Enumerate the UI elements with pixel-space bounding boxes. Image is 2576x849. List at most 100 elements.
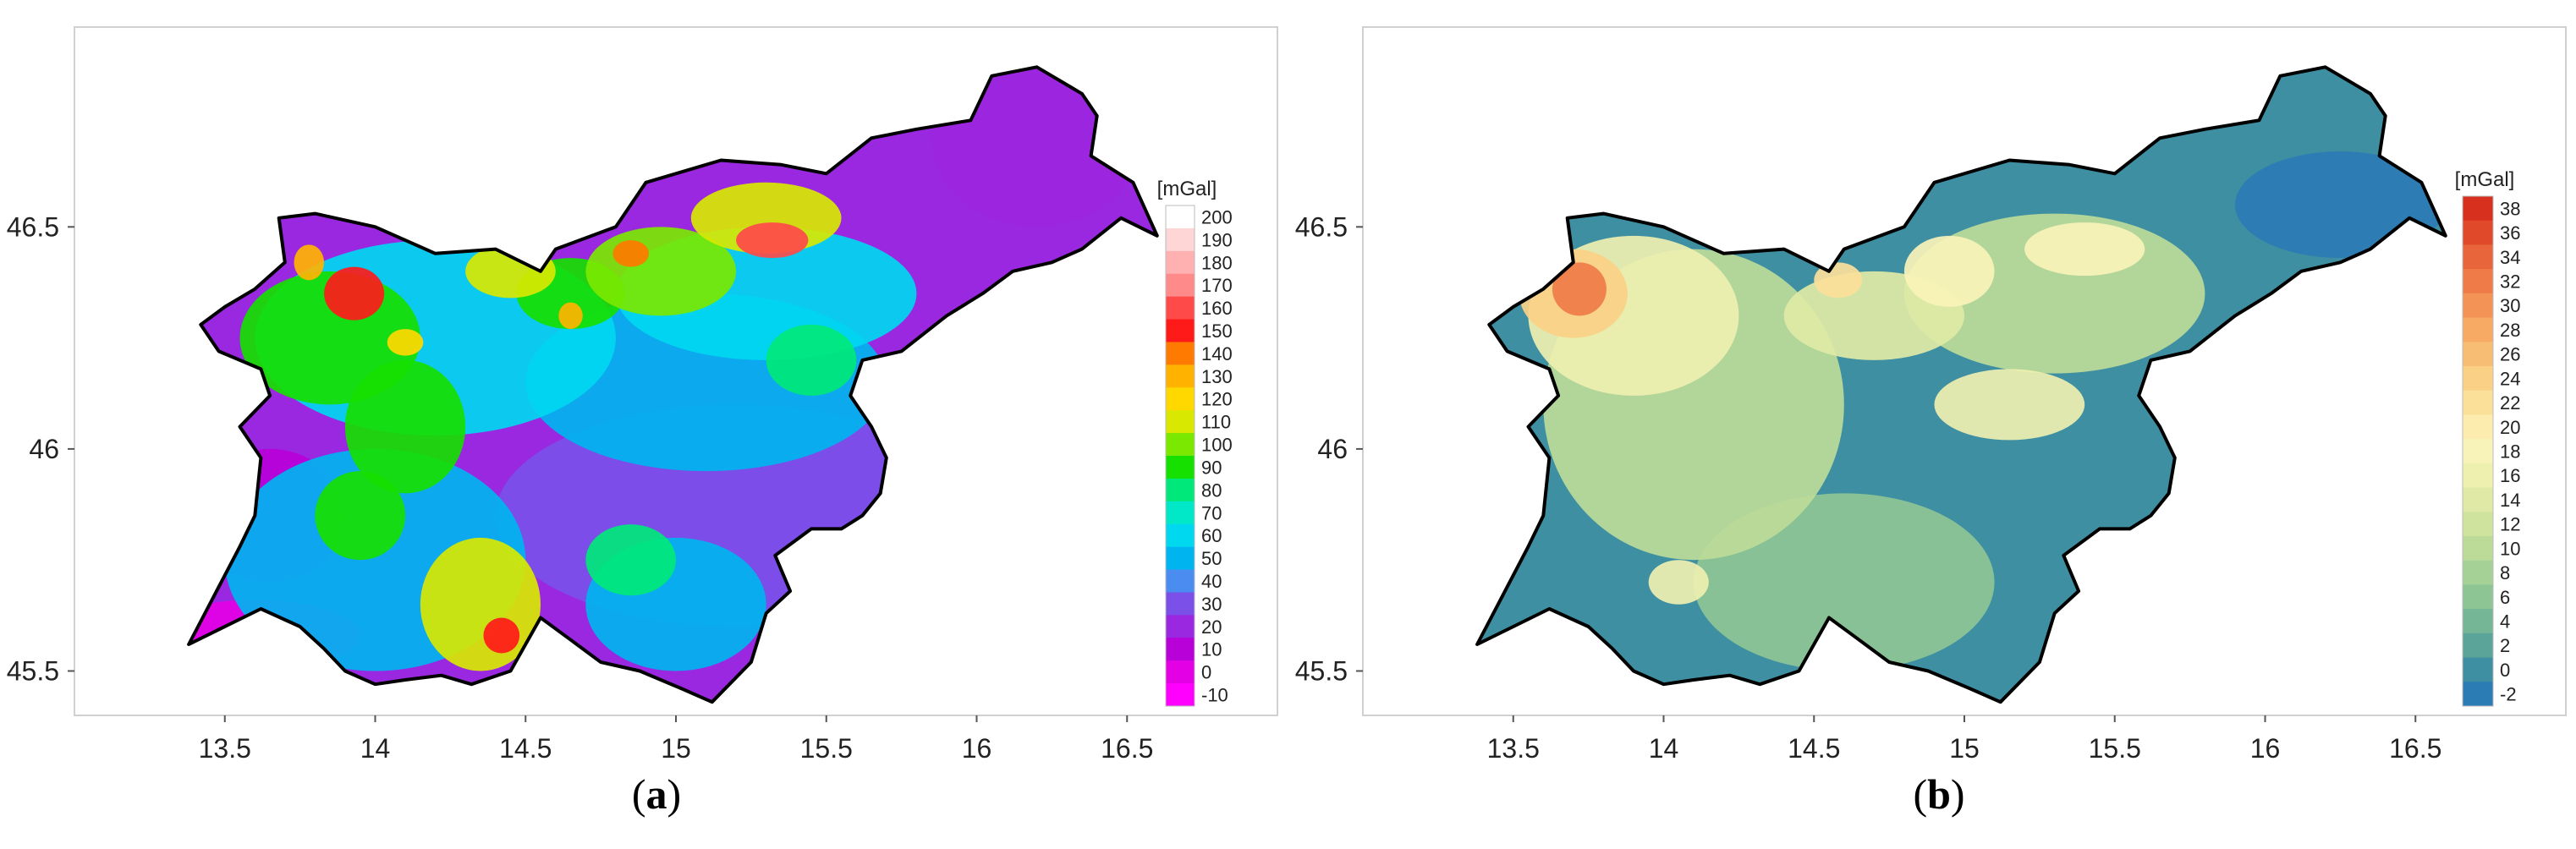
panel-a: 13.5 14 14.5 15 15.5 16 16.5 46.5 46 45.5 [mGal] 20…: [7, 26, 1278, 818]
colorbar-swatch: [1166, 250, 1195, 275]
colorbar-tick-label: 160: [1201, 298, 1233, 319]
field-contour: [344, 359, 466, 494]
field-contour: [294, 244, 325, 281]
field-layer: [189, 67, 1157, 703]
x-tick-label: 14.5: [499, 733, 552, 764]
y-tick-label: 46: [1317, 434, 1348, 464]
colorbar-tick-label: -2: [2500, 684, 2517, 705]
colorbar-tick-label: 14: [2500, 490, 2520, 511]
colorbar-swatch: [1166, 501, 1195, 525]
x-tick-label: 14.5: [1788, 733, 1840, 764]
y-tick-label: 45.5: [7, 655, 59, 686]
caption-letter-b: b: [1927, 770, 1951, 818]
field-contour: [736, 222, 809, 259]
x-tick-label: 16.5: [1101, 733, 1153, 764]
colorbar-tick-label: 16: [2500, 465, 2520, 486]
colorbar-tick-label: 140: [1201, 343, 1233, 364]
colorbar-tick-label: 120: [1201, 389, 1233, 410]
colorbar-tick-label: 6: [2500, 587, 2510, 608]
field-contour: [1552, 262, 1607, 316]
colorbar-tick-label: 24: [2500, 368, 2520, 389]
colorbar-swatch: [2463, 560, 2493, 585]
field-contour: [558, 302, 583, 330]
colorbar-swatch: [2463, 463, 2493, 489]
colorbar-swatch: [2463, 196, 2493, 222]
caption-letter-a: a: [645, 770, 667, 818]
colorbar-swatch: [2463, 390, 2493, 415]
country-outline: [187, 65, 1159, 704]
chart-b: 13.5 14 14.5 15 15.5 16 16.546.54645.5[mGal]38…: [1295, 26, 2567, 764]
field-contour: [1934, 369, 2085, 441]
colorbar-swatch: [1166, 364, 1195, 388]
colorbar-swatch: [2463, 414, 2493, 440]
colorbar-tick-label: 10: [1201, 639, 1222, 660]
colorbar-tick-label: 150: [1201, 320, 1233, 342]
colorbar-swatch: [2463, 536, 2493, 561]
colorbar-tick-label: 10: [2500, 538, 2520, 559]
x-tick-label: 16: [2250, 733, 2281, 764]
colorbar-tick-label: 90: [1201, 457, 1222, 478]
colorbar-tick-label: 60: [1201, 525, 1222, 546]
colorbar-swatch: [2463, 317, 2493, 342]
colorbar-swatch: [2463, 220, 2493, 245]
colorbar-tick-label: 30: [1201, 594, 1222, 615]
y-tick-label: 46: [29, 434, 59, 464]
colorbar-swatch: [1166, 296, 1195, 320]
country-outline: [1475, 65, 2447, 704]
colorbar-tick-label: 26: [2500, 344, 2520, 365]
colorbar-tick-label: 20: [1201, 616, 1222, 638]
colorbar-tick-label: 36: [2500, 222, 2520, 244]
colorbar-swatch: [1166, 205, 1195, 229]
colorbar-swatch: [1166, 387, 1195, 411]
x-tick-label: 13.5: [199, 733, 251, 764]
x-tick-label: 16: [962, 733, 992, 764]
colorbar-swatch: [2463, 487, 2493, 512]
colorbar-swatch: [1166, 683, 1195, 707]
colorbar-tick-label: 18: [2500, 441, 2520, 463]
colorbar-swatch: [1166, 478, 1195, 502]
field-contour: [2024, 222, 2145, 277]
colorbar-tick-label: 32: [2500, 271, 2520, 293]
colorbar-swatch: [1166, 456, 1195, 479]
colorbar-swatch: [1166, 546, 1195, 571]
colorbar-frame: [2462, 195, 2494, 707]
colorbar-swatch: [2463, 682, 2493, 707]
colorbar-tick-label: 38: [2500, 198, 2520, 219]
colorbar-tick-label: 4: [2500, 611, 2510, 633]
colorbar-swatch: [2463, 584, 2493, 610]
colorbar-tick-label: 200: [1201, 206, 1233, 227]
colorbar-swatch: [1166, 273, 1195, 298]
x-tick-label: 14: [1649, 733, 1679, 764]
x-tick-label: 14: [360, 733, 391, 764]
x-tick-label: 15.5: [2089, 733, 2141, 764]
y-tick-label: 45.5: [1295, 655, 1348, 686]
colorbar-title: [mGal]: [1157, 178, 1217, 200]
colorbar-tick-label: 2: [2500, 635, 2510, 656]
colorbar-swatch: [2463, 244, 2493, 270]
colorbar-frame: [1165, 205, 1195, 707]
colorbar-tick-label: 12: [2500, 514, 2520, 535]
colorbar-tick-label: 190: [1201, 229, 1233, 250]
caption-a: (a): [631, 770, 682, 818]
colorbar-tick-label: 50: [1201, 548, 1222, 569]
colorbar-tick-label: 170: [1201, 275, 1233, 296]
colorbar-swatch: [2463, 657, 2493, 682]
x-tick-label: 13.5: [1487, 733, 1540, 764]
colorbar-tick-label: 34: [2500, 247, 2520, 268]
field-contour: [315, 471, 406, 561]
colorbar-swatch: [1166, 615, 1195, 638]
colorbar-swatch: [1166, 592, 1195, 616]
colorbar-swatch: [1166, 433, 1195, 457]
colorbar-swatch: [2463, 342, 2493, 367]
colorbar-swatch: [1166, 410, 1195, 434]
colorbar-tick-label: 100: [1201, 435, 1233, 456]
field-contour: [585, 524, 676, 596]
panel-b: 13.5 14 14.5 15 15.5 16 16.5 46.5 46 45.5 [mGal] 38…: [1288, 0, 2576, 849]
field-contour: [483, 617, 520, 654]
colorbar-tick-label: 22: [2500, 392, 2520, 414]
colorbar-swatch: [2463, 366, 2493, 392]
colorbar-tick-label: 0: [1201, 662, 1211, 683]
colorbar-swatch: [1166, 227, 1195, 252]
field-contour: [1648, 560, 1709, 605]
colorbar-tick-label: 28: [2500, 320, 2520, 341]
